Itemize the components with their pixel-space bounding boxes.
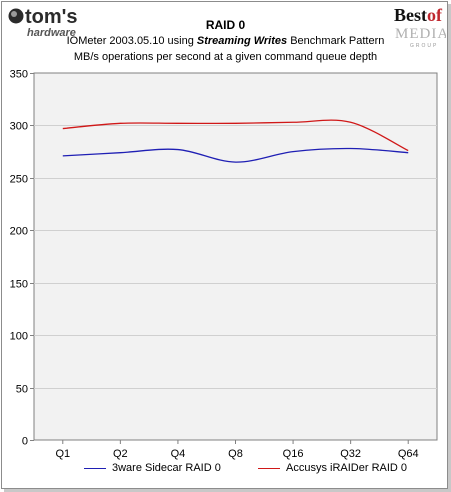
y-tick-label: 50 bbox=[16, 384, 28, 396]
x-tick-label: Q4 bbox=[171, 448, 186, 460]
x-tick-label: Q32 bbox=[340, 448, 361, 460]
x-tick-label: Q2 bbox=[113, 448, 128, 460]
y-tick-label: 100 bbox=[10, 331, 28, 343]
logo-toms-text: tom's bbox=[25, 6, 78, 28]
logo-best-text: Best bbox=[394, 5, 427, 25]
legend-label-series-2: Accusys iRAIDer RAID 0 bbox=[286, 462, 408, 474]
subtitle-emphasis: Streaming Writes bbox=[196, 35, 288, 47]
toms-hardware-logo: tom's hardware bbox=[8, 6, 78, 39]
subtitle-prefix: IOMeter 2003.05.10 using bbox=[66, 35, 197, 47]
series-line-1 bbox=[62, 147, 409, 163]
logo-hardware-text: hardware bbox=[27, 27, 76, 39]
x-tick-label: Q16 bbox=[283, 448, 304, 460]
chart-subtitle-2: MB/s operations per second at a given co… bbox=[73, 51, 378, 63]
legend-swatch-series-2 bbox=[258, 467, 280, 469]
x-tick-label: Q1 bbox=[55, 448, 70, 460]
y-tick-label: 350 bbox=[10, 69, 28, 81]
best-of-media-logo: Best of MEDIA GROUP bbox=[394, 5, 446, 49]
series-line-2 bbox=[62, 119, 409, 152]
chart-subtitle: IOMeter 2003.05.10 using Streaming Write… bbox=[0, 35, 451, 47]
logo-of-text: of bbox=[427, 5, 443, 25]
subtitle-suffix: Benchmark Pattern bbox=[287, 35, 385, 47]
y-tick-label: 250 bbox=[10, 174, 28, 186]
legend-item-series-2: Accusys iRAIDer RAID 0 bbox=[258, 462, 407, 476]
legend-item-series-1: 3ware Sidecar RAID 0 bbox=[84, 462, 221, 476]
x-tick-label: Q8 bbox=[228, 448, 243, 460]
logo-group-text: GROUP bbox=[410, 43, 438, 49]
y-tick-label: 150 bbox=[10, 279, 28, 291]
plot-background bbox=[33, 72, 438, 441]
chart-title: RAID 0 bbox=[205, 18, 246, 32]
y-tick-label: 200 bbox=[10, 226, 28, 238]
y-tick-label: 300 bbox=[10, 121, 28, 133]
legend-swatch-series-1 bbox=[84, 467, 106, 469]
y-tick-label: 0 bbox=[22, 436, 28, 448]
legend-label-series-1: 3ware Sidecar RAID 0 bbox=[112, 462, 221, 474]
logo-media-text: MEDIA bbox=[395, 26, 446, 42]
x-tick-label: Q64 bbox=[398, 448, 419, 460]
